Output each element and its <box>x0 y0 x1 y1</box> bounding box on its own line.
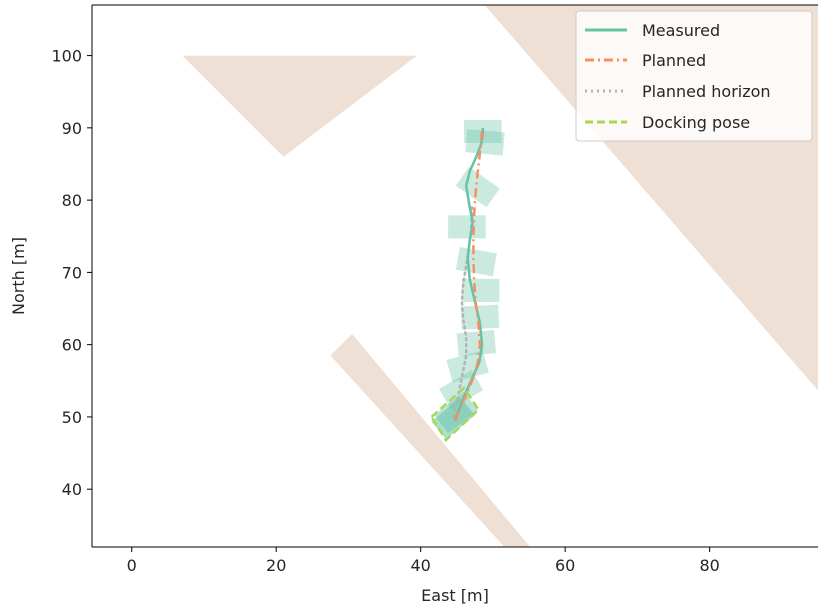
legend-label-planned: Planned <box>642 51 706 70</box>
axes-layer <box>91 4 818 548</box>
vessel-footprint <box>460 304 500 330</box>
obstacle-triangle <box>182 55 418 157</box>
y-axis-label: North [m] <box>9 237 28 315</box>
vessel-footprint <box>461 278 500 303</box>
y-tick-label: 90 <box>62 119 82 138</box>
legend: Measured Planned Planned horizon Docking… <box>575 10 813 142</box>
vessel-footprint <box>446 350 489 383</box>
y-tick-label: 80 <box>62 191 82 210</box>
vessel-footprint <box>465 129 505 156</box>
vessel-footprint <box>434 391 478 434</box>
vessel-footprint <box>448 215 486 239</box>
y-tick-label: 60 <box>62 336 82 355</box>
series-planned <box>454 127 484 421</box>
x-tick-label: 20 <box>266 556 286 575</box>
x-tick-label: 0 <box>127 556 137 575</box>
series-layer <box>429 127 485 442</box>
obstacle-strip <box>330 333 531 547</box>
legend-frame <box>575 10 813 142</box>
series-docking-pose <box>429 386 481 442</box>
y-tick-label: 40 <box>62 480 82 499</box>
legend-label-horizon: Planned horizon <box>642 82 771 101</box>
y-tick-label: 70 <box>62 263 82 282</box>
y-tick-label: 50 <box>62 408 82 427</box>
legend-label-docking: Docking pose <box>642 113 750 132</box>
x-tick-label: 60 <box>555 556 575 575</box>
legend-label-measured: Measured <box>642 21 720 40</box>
x-axis-label: East [m] <box>421 586 489 605</box>
vessel-footprint <box>431 397 476 440</box>
x-tick-label: 80 <box>699 556 719 575</box>
vessel-footprint <box>456 330 497 357</box>
ticks-layer: 0 20 40 60 80 40 50 60 70 80 90 100 <box>51 47 719 575</box>
vessel-footprint <box>455 166 500 208</box>
x-tick-label: 40 <box>411 556 431 575</box>
y-tick-label: 100 <box>51 47 82 66</box>
